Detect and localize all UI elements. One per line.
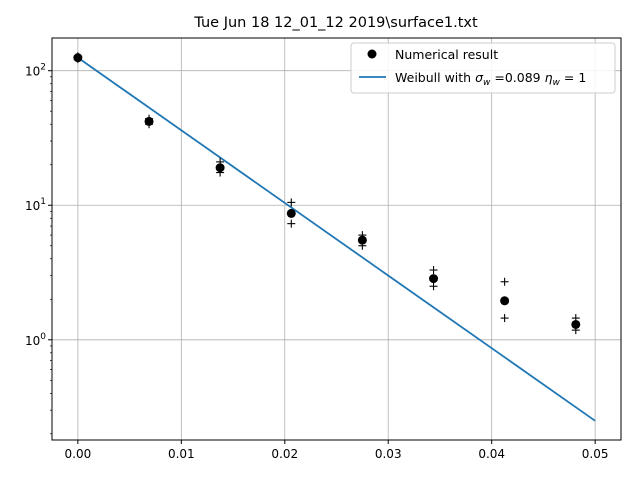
numerical-result-point	[571, 319, 581, 329]
error-bound-marker	[287, 219, 296, 228]
error-bound-marker	[429, 266, 438, 275]
plot-area	[73, 52, 596, 422]
y-tick-label: 100	[25, 332, 46, 348]
numerical-result-point	[215, 163, 225, 173]
weibull-fit-line	[77, 56, 596, 422]
numerical-result-point	[357, 235, 367, 245]
axes: 0.00 0.01 0.02 0.03 0.04 0.05 100 101 102	[25, 37, 622, 461]
numerical-result-point	[73, 53, 83, 63]
numerical-result-point	[429, 274, 439, 284]
legend-label-numerical: Numerical result	[395, 47, 498, 62]
legend-marker-numerical	[367, 49, 377, 59]
y-tick-label: 102	[25, 63, 46, 79]
axes-frame	[51, 37, 622, 441]
error-bound-marker	[429, 282, 438, 291]
x-tick-label: 0.05	[582, 447, 609, 461]
error-bound-marker	[500, 277, 509, 286]
y-tick-label: 101	[25, 197, 46, 213]
numerical-result-point	[144, 116, 154, 126]
x-tick-label: 0.01	[168, 447, 195, 461]
legend-label-weibull: Weibull with σw =0.089 ηw = 1	[395, 70, 586, 88]
x-tick-label: 0.00	[65, 447, 92, 461]
x-tick-label: 0.02	[271, 447, 298, 461]
numerical-result-point	[500, 296, 510, 306]
legend: Numerical result Weibull with σw =0.089 η…	[350, 42, 616, 94]
legend-box	[350, 42, 616, 94]
chart-title: Tue Jun 18 12_01_12 2019\surface1.txt	[193, 15, 478, 31]
x-tick-label: 0.03	[375, 447, 402, 461]
x-tick-label: 0.04	[478, 447, 505, 461]
error-bound-marker	[287, 198, 296, 207]
numerical-result-point	[286, 208, 296, 218]
error-bound-marker	[500, 314, 509, 323]
